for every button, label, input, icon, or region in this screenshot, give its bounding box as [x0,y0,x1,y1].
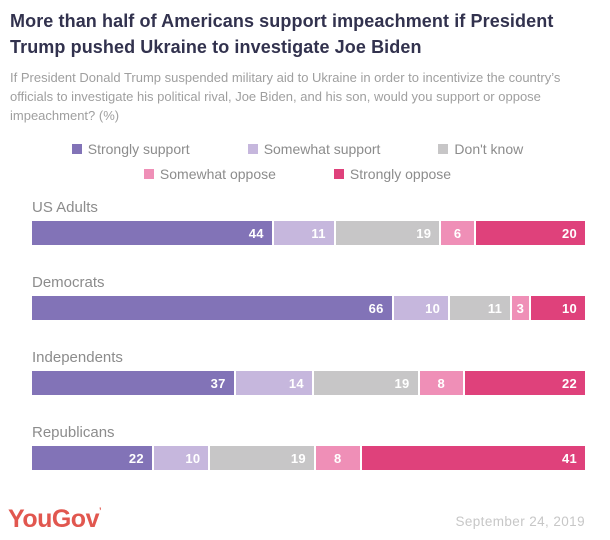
stacked-bar-chart: US Adults 44 11 19 6 20 Democrats 66 10 11 3 10 Inde… [32,198,585,470]
bar-segment: 14 [235,371,312,395]
legend-label: Strongly oppose [349,166,452,182]
header: More than half of Americans support impe… [10,8,585,125]
yougov-logo: YouGov’ [8,505,102,533]
legend-swatch-icon [247,144,258,154]
legend-label: Somewhat oppose [159,166,276,182]
trademark-icon: ’ [98,506,102,516]
bar-segment: 10 [153,446,209,470]
bar-segment: 11 [450,296,511,320]
bar-value-label: 3 [516,300,525,316]
legend-item: Don't know [438,141,523,157]
bar: 22 10 19 8 41 [32,446,585,470]
legend-item: Strongly support [71,141,190,157]
bar-segment: 8 [315,446,360,470]
bar-segment: 19 [210,446,314,470]
bar-segment: 20 [476,221,585,245]
bar-group: Republicans 22 10 19 8 41 [32,423,585,470]
legend-row: Somewhat oppose Strongly oppose [143,166,452,182]
bar-value-label: 11 [311,225,326,241]
bar-value-label: 20 [561,225,577,241]
chart-title: More than half of Americans support impe… [10,11,554,57]
legend-label: Strongly support [87,141,190,157]
bar-value-label: 37 [210,375,226,391]
bar-value-label: 8 [333,450,342,466]
page: More than half of Americans support impe… [10,8,585,470]
bar-segment: 19 [335,221,440,245]
legend-label: Don't know [454,141,524,157]
bar-value-label: 6 [453,225,462,241]
bar-segment: 3 [512,296,529,320]
bar-value-label: 19 [290,450,306,466]
bar-value-label: 11 [487,300,503,316]
bar-value-label: 10 [561,300,577,316]
bar-value-label: 10 [425,300,441,316]
legend-row: Strongly support Somewhat support Don't kn… [71,141,523,157]
bar-segment: 8 [419,371,464,395]
legend-item: Strongly oppose [333,166,452,182]
bar-value-label: 66 [368,300,384,316]
bar-value-label: 14 [288,375,304,391]
bar-group: US Adults 44 11 19 6 20 [32,198,585,245]
bar-value-label: 8 [437,375,446,391]
bar-segment: 44 [32,221,272,245]
legend-swatch-icon [333,169,344,179]
bar-group-label: US Adults [32,199,98,216]
legend-item: Somewhat support [247,141,381,157]
legend-swatch-icon [143,169,154,179]
bar-segment: 10 [530,296,585,320]
bar-value-label: 41 [561,450,577,466]
legend-swatch-icon [438,144,449,154]
bar: 37 14 19 8 22 [32,371,585,395]
yougov-logo-text: YouGov [8,505,99,533]
bar-segment: 66 [32,296,392,320]
bar-value-label: 22 [128,450,144,466]
bar-segment: 41 [361,446,585,470]
bar-value-label: 19 [416,225,432,241]
bar-segment: 10 [393,296,449,320]
bar-segment: 22 [465,371,585,395]
bar-segment: 19 [313,371,418,395]
bar-group-label: Republicans [32,424,115,441]
bar-value-label: 44 [248,225,264,241]
footer: YouGov’ September 24, 2019 [8,506,585,532]
bar-group-label: Independents [32,349,123,366]
bar-group: Independents 37 14 19 8 22 [32,348,585,395]
bar-segment: 22 [32,446,152,470]
legend-swatch-icon [71,144,82,154]
bar-group: Democrats 66 10 11 3 10 [32,273,585,320]
bar-value-label: 19 [394,375,410,391]
bar: 66 10 11 3 10 [32,296,585,320]
legend: Strongly support Somewhat support Don't kn… [10,141,585,182]
bar: 44 11 19 6 20 [32,221,585,245]
legend-label: Somewhat support [263,141,381,157]
chart-subtitle: If President Donald Trump suspended mili… [10,70,561,123]
date-label: September 24, 2019 [455,514,585,529]
bar-value-label: 10 [185,450,201,466]
bar-group-label: Democrats [32,274,105,291]
bar-segment: 37 [32,371,234,395]
bar-segment: 11 [273,221,334,245]
legend-item: Somewhat oppose [143,166,276,182]
bar-value-label: 22 [561,375,577,391]
bar-segment: 6 [441,221,474,245]
